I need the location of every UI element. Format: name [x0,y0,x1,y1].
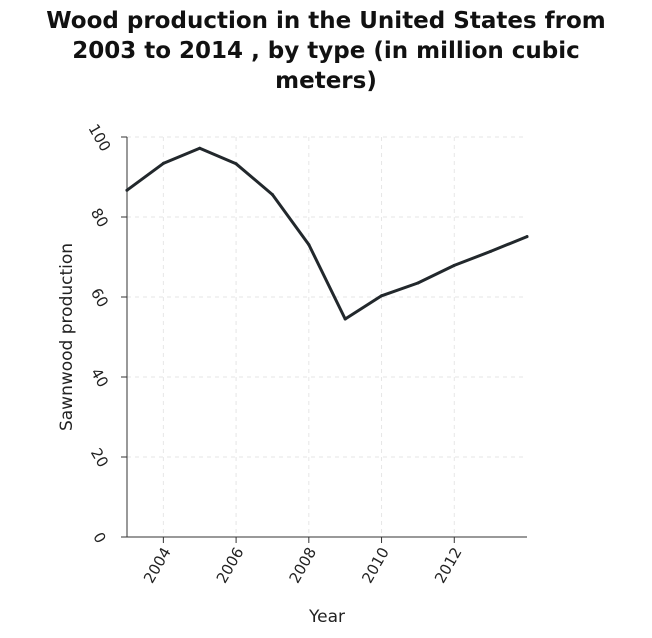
series-layer [125,146,529,321]
y-tick-label: 0 [89,529,109,546]
chart-title-line-2: 2003 to 2014 , by type (in million cubic [72,38,580,64]
chart-title-line-3: meters) [275,68,377,94]
data-point [416,281,420,285]
y-axis-title: Sawnwood production [57,243,77,431]
data-point [343,317,347,321]
chart-title-line-1: Wood production in the United States fro… [46,8,606,34]
label-layer: 0 20 40 60 80 100 2004 2006 2008 2010 2012 Year Sawn… [57,121,466,627]
series-line-0 [125,146,529,321]
y-tick-label: 100 [84,121,114,155]
data-point [270,193,274,197]
y-tick-label: 20 [87,445,112,471]
data-point [452,263,456,267]
x-tick-label: 2008 [285,544,320,586]
y-tick-label: 80 [87,205,112,231]
data-point [525,235,529,239]
chart-title: Wood production in the United States fro… [0,6,652,96]
data-point [489,249,493,253]
data-point [161,161,165,165]
axis-layer [121,136,527,543]
x-axis-title: Year [308,607,345,627]
data-point [234,162,238,166]
data-point [198,146,202,150]
data-point [307,243,311,247]
x-tick-label: 2004 [140,544,175,586]
y-tick-label: 60 [87,285,112,311]
x-tick-label: 2006 [213,544,248,586]
data-point [125,188,129,192]
x-tick-label: 2010 [358,544,393,586]
x-tick-label: 2012 [431,544,466,586]
grid-layer [127,136,527,537]
data-point [380,294,384,298]
y-tick-label: 40 [87,365,112,391]
